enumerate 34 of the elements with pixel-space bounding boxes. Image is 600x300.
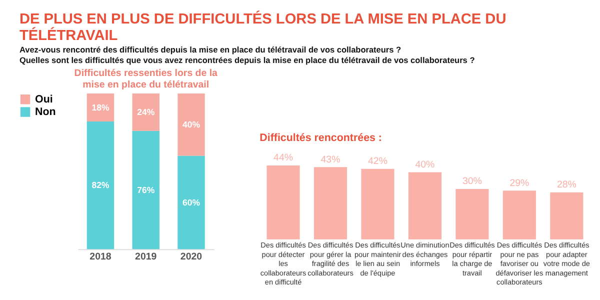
x-tick-label: 2019 [135,251,158,262]
bar [408,172,442,240]
data-label: 43% [320,154,341,166]
data-label: 29% [510,178,530,189]
x-tick-label: 2020 [180,251,202,262]
text: Difficultés ressenties lors de la mise en place du télétravail [74,68,218,91]
data-label: 28% [556,180,577,191]
bar [502,190,536,240]
bar [178,156,205,250]
bar [314,167,348,240]
data-label: 42% [368,156,388,167]
data-label: 60% [182,197,200,208]
data-label: 82% [92,180,110,190]
data-label: 44% [274,152,294,164]
bar [86,94,114,122]
legend-label: Oui [35,93,53,106]
chart-title: Difficultés rencontrées : [260,132,382,144]
bar [550,192,584,240]
bar [132,94,160,131]
legend-label: Non [35,106,56,118]
bar [86,122,114,250]
data-label: 24% [137,107,155,118]
text: DE PLUS EN PLUS DE DIFFICULTÉS LORS DE LA MISE EN PLACE DU TÉLÉTRAVAIL [19,10,506,44]
data-label: 30% [462,176,482,188]
bar [178,94,205,156]
bar [266,165,300,240]
bar [456,189,489,240]
data-label: 40% [415,159,436,170]
data-label: 40% [182,120,200,130]
bar [361,168,394,240]
bar [132,130,160,250]
data-label: 18% [92,102,110,112]
data-label: 76% [137,184,155,195]
x-tick-label: 2018 [90,251,112,262]
